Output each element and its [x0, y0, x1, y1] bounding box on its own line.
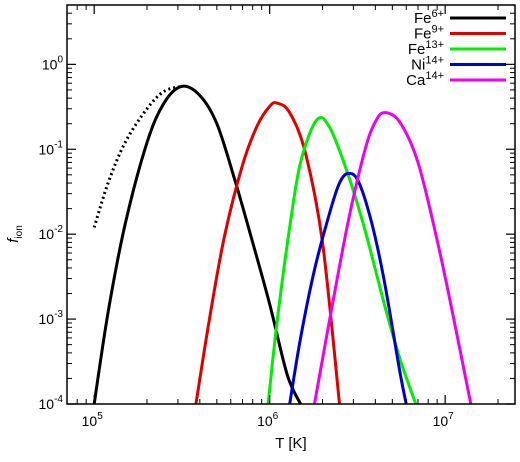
legend-label: Ca14+ [406, 70, 444, 89]
y-axis-title-main: f [5, 237, 22, 243]
y-tick-label: 10-2 [39, 224, 64, 242]
y-axis-title-sub: ion [14, 225, 25, 238]
x-tick-label: 106 [257, 411, 279, 429]
legend-item: Fe6+ [414, 8, 506, 27]
x-tick-label: 105 [82, 411, 104, 429]
legend-item: Fe9+ [414, 24, 506, 43]
series-line-fe9 [194, 101, 342, 404]
legend-label: Fe13+ [408, 39, 444, 58]
series-line-ni14 [288, 171, 408, 404]
y-tick-label: 10-1 [39, 139, 64, 157]
plot-frame [66, 4, 516, 405]
series-line-fe13 [266, 116, 418, 404]
series-layer [92, 84, 473, 404]
series-line-dotted [92, 84, 183, 228]
y-tick-label: 10-3 [39, 309, 64, 327]
legend-item: Fe13+ [408, 39, 506, 58]
x-tick-label: 107 [433, 411, 455, 429]
y-tick-label: 100 [42, 54, 64, 72]
y-axis: 10-4 10-3 10-2 10-1 100 [39, 12, 515, 412]
y-axis-title: fion [5, 225, 25, 243]
legend: Fe6+Fe9+Fe13+Ni14+Ca14+ [406, 8, 506, 89]
legend-label: Fe6+ [414, 8, 444, 27]
legend-item: Ni14+ [411, 55, 506, 74]
series-line-ca14 [312, 111, 473, 404]
legend-label: Ni14+ [411, 55, 444, 74]
svg-text:fion: fion [5, 225, 25, 243]
legend-label: Fe9+ [414, 24, 444, 43]
x-axis: 105 106 107 [76, 5, 499, 429]
y-tick-label: 10-4 [39, 394, 64, 412]
legend-item: Ca14+ [406, 70, 506, 89]
x-axis-title: T [K] [275, 435, 306, 452]
series-line-fe6 [92, 84, 302, 404]
